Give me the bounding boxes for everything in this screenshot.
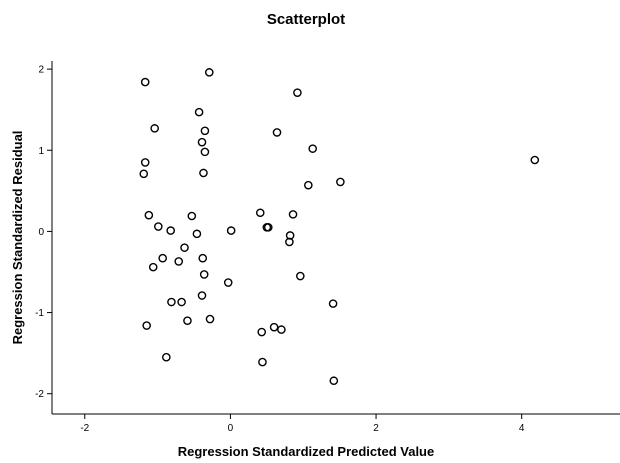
- scatter-point: [194, 107, 204, 117]
- scatter-point: [162, 352, 171, 362]
- chart-title: Scatterplot: [267, 11, 345, 28]
- scatter-point: [140, 77, 150, 87]
- scatter-point: [269, 322, 279, 332]
- scatter-point: [166, 226, 175, 235]
- x-tick-label: 0: [228, 423, 234, 434]
- scatter-point: [258, 357, 267, 367]
- scatter-point: [199, 270, 209, 279]
- scatter-point: [197, 291, 207, 300]
- scatter-point: [223, 278, 233, 287]
- scatter-point: [257, 327, 267, 337]
- scatter-point: [192, 229, 202, 239]
- scatter-point: [199, 168, 208, 178]
- scatter-point: [197, 137, 207, 147]
- scatter-point: [158, 253, 167, 263]
- scatter-point: [144, 210, 154, 220]
- x-axis-ticks: -2 0 2 4: [80, 414, 525, 434]
- x-tick-label: 4: [519, 423, 525, 434]
- scatter-point: [288, 210, 298, 219]
- scatter-point: [198, 253, 208, 263]
- scatter-point: [304, 180, 313, 190]
- x-tick-label: -2: [80, 423, 89, 434]
- scatter-point: [263, 223, 273, 232]
- scatter-point: [328, 299, 338, 308]
- scatter-point: [142, 321, 151, 330]
- y-tick-label: 1: [38, 146, 44, 157]
- scatter-point: [277, 325, 286, 334]
- scatter-point: [174, 257, 184, 266]
- scatter-point: [255, 208, 265, 218]
- scatter-points: [139, 68, 540, 386]
- scatter-point: [154, 222, 163, 231]
- scatter-point: [226, 226, 236, 235]
- scatter-point: [187, 211, 197, 221]
- scatter-point: [336, 177, 345, 187]
- scatter-point: [205, 314, 215, 324]
- scatter-point: [139, 169, 149, 179]
- scatter-point: [308, 144, 317, 153]
- scatter-point: [140, 158, 150, 167]
- y-tick-label: 0: [38, 227, 44, 238]
- scatter-point: [272, 128, 282, 137]
- scatter-point: [167, 297, 176, 307]
- scatter-point: [150, 124, 159, 133]
- scatter-point: [530, 155, 540, 165]
- scatter-point: [148, 262, 158, 272]
- y-tick-label: 2: [38, 65, 44, 76]
- y-tick-label: -1: [35, 308, 44, 319]
- scatter-point: [204, 68, 214, 77]
- scatter-point: [329, 376, 339, 386]
- scatter-point: [285, 237, 294, 247]
- scatter-point: [296, 271, 305, 281]
- y-axis-ticks: -2 -1 0 1 2: [35, 65, 52, 400]
- scatter-point: [177, 297, 186, 307]
- scatter-point: [200, 126, 210, 136]
- x-tick-label: 2: [373, 423, 379, 434]
- scatter-point: [293, 88, 302, 97]
- scatter-point: [200, 147, 210, 157]
- scatter-point: [180, 243, 189, 252]
- y-tick-label: -2: [35, 389, 44, 400]
- scatter-point: [183, 316, 192, 325]
- y-axis-label: Regression Standardized Residual: [10, 131, 25, 345]
- x-axis-label: Regression Standardized Predicted Value: [178, 444, 434, 459]
